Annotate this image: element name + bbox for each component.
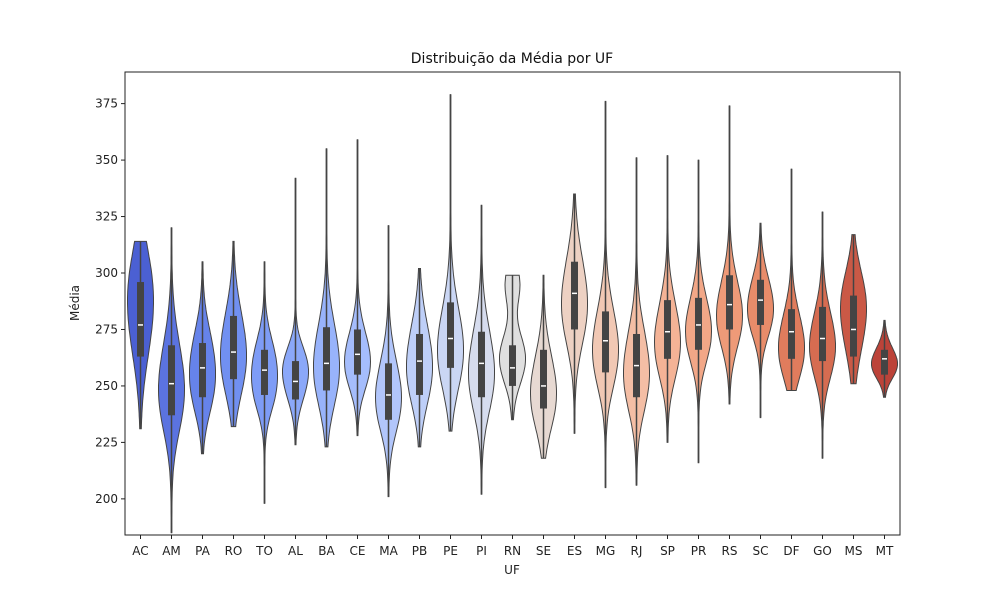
iqr-box-pr	[695, 297, 702, 350]
iqr-box-ce	[354, 329, 361, 375]
iqr-box-ro	[230, 315, 237, 380]
x-tick-label-pi: PI	[476, 544, 487, 558]
y-axis-label: Média	[68, 285, 82, 321]
x-tick-label-al: AL	[288, 544, 303, 558]
x-tick-label-pe: PE	[443, 544, 458, 558]
x-tick-label-pa: PA	[195, 544, 210, 558]
x-tick-label-ce: CE	[350, 544, 366, 558]
iqr-box-ac	[137, 282, 144, 357]
y-tick-label: 225	[95, 435, 118, 449]
iqr-box-mt	[881, 349, 888, 375]
y-tick-label: 250	[95, 379, 118, 393]
iqr-box-ba	[323, 327, 330, 391]
x-tick-label-df: DF	[783, 544, 799, 558]
x-tick-label-sc: SC	[753, 544, 769, 558]
x-tick-label-ba: BA	[318, 544, 335, 558]
x-axis-label: UF	[504, 563, 520, 577]
x-tick-label-mg: MG	[596, 544, 616, 558]
x-tick-label-es: ES	[567, 544, 582, 558]
iqr-box-go	[819, 306, 826, 362]
iqr-box-pe	[447, 302, 454, 368]
x-tick-label-ac: AC	[132, 544, 148, 558]
iqr-box-al	[292, 361, 299, 400]
violins-group	[127, 94, 898, 534]
y-tick-label: 350	[95, 153, 118, 167]
y-axis: 200 225 250 275 300 325 350 375	[95, 97, 125, 506]
y-tick-label: 300	[95, 266, 118, 280]
chart-title: Distribuição da Média por UF	[411, 51, 613, 67]
iqr-box-df	[788, 309, 795, 359]
x-tick-label-rs: RS	[722, 544, 738, 558]
x-tick-label-mt: MT	[876, 544, 894, 558]
x-tick-label-rj: RJ	[631, 544, 643, 558]
iqr-box-sc	[757, 279, 764, 325]
y-tick-label: 200	[95, 492, 118, 506]
x-tick-label-ma: MA	[379, 544, 398, 558]
x-tick-label-go: GO	[813, 544, 832, 558]
x-tick-label-pb: PB	[412, 544, 427, 558]
x-axis: AC AM PA RO TO AL BA CE MA PB PE PI RN SE ES MG RJ SP PR RS…	[132, 535, 894, 558]
iqr-box-pi	[478, 331, 485, 398]
x-tick-label-to: TO	[255, 544, 273, 558]
x-tick-label-rn: RN	[504, 544, 521, 558]
iqr-box-sp	[664, 300, 671, 359]
x-tick-label-se: SE	[536, 544, 551, 558]
iqr-box-to	[261, 349, 268, 395]
iqr-box-mg	[602, 311, 609, 373]
iqr-box-se	[540, 349, 547, 409]
iqr-box-es	[571, 261, 578, 330]
y-tick-label: 275	[95, 322, 118, 336]
iqr-box-am	[168, 345, 175, 416]
iqr-box-ms	[850, 295, 857, 357]
x-tick-label-ro: RO	[225, 544, 243, 558]
iqr-box-rn	[509, 345, 516, 386]
y-tick-label: 325	[95, 210, 118, 224]
iqr-box-pb	[416, 333, 423, 395]
y-tick-label: 375	[95, 97, 118, 111]
iqr-box-ma	[385, 363, 392, 420]
x-tick-label-sp: SP	[660, 544, 675, 558]
iqr-box-rs	[726, 275, 733, 330]
x-tick-label-ms: MS	[845, 544, 863, 558]
x-tick-label-am: AM	[162, 544, 181, 558]
x-tick-label-pr: PR	[691, 544, 707, 558]
iqr-box-pa	[199, 343, 206, 398]
